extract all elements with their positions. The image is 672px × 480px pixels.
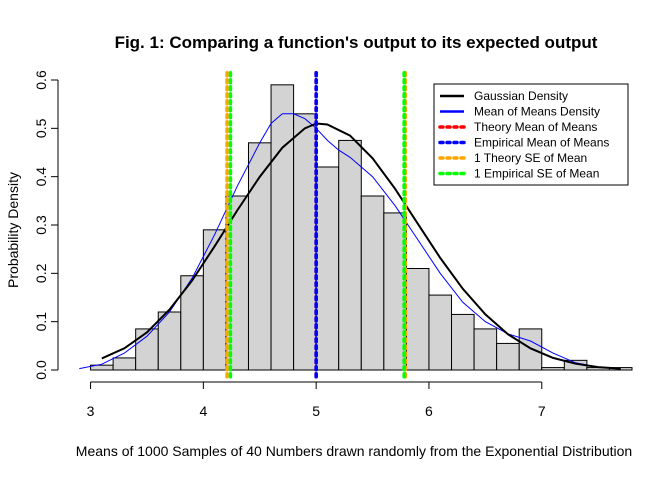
histogram-bar-17 [473,328,498,371]
gaussian-density-curve [101,122,621,370]
histogram-bar-11 [338,139,362,371]
histogram-bar-8 [270,84,295,371]
histogram-bar-12 [360,195,385,371]
histogram-bar-20 [541,367,565,371]
density-curves [79,113,621,370]
y-tick-label-1: 0.1 [33,312,49,332]
x-tick-label-0: 3 [87,403,95,419]
legend-label-1: Mean of Means Density [474,105,600,119]
legend-label-5: 1 Empirical SE of Mean [474,167,599,181]
x-tick-label-2: 5 [312,403,320,419]
y-tick-label-5: 0.5 [33,118,49,138]
histogram-bar-14 [405,268,430,371]
legend-box [433,83,629,186]
histogram-bar-16 [451,313,475,371]
x-tick-label-4: 7 [538,403,546,419]
legend-label-3: Empirical Mean of Means [474,136,609,150]
legend-label-4: 1 Theory SE of Mean [474,151,587,165]
histogram-bar-2 [135,328,159,371]
x-tick-label-3: 6 [425,403,433,419]
y-tick-label-2: 0.2 [33,263,49,283]
y-tick-label-3: 0.3 [33,215,49,235]
x-axis: 3 4 5 6 7 [87,381,546,419]
legend-label-0: Gaussian Density [474,89,568,103]
y-axis-label: Probability Density [5,172,21,288]
histogram-bar-10 [315,166,340,371]
x-tick-label-1: 4 [199,403,207,419]
x-axis-label: Means of 1000 Samples of 40 Numbers draw… [76,443,632,459]
histogram-bars [90,84,633,371]
histogram-bar-9 [293,113,317,371]
legend: Gaussian Density Mean of Means DensityThe… [433,83,629,186]
histogram-bar-1 [112,357,137,371]
histogram-bar-18 [496,342,520,371]
reference-lines [225,71,408,382]
histogram-bar-15 [428,294,453,371]
chart-title: Fig. 1: Comparing a function's output to… [115,33,598,52]
y-axis: 0.0 0.1 0.2 0.3 0.4 0.5 0.6 [33,70,59,380]
y-tick-label-6: 0.6 [33,70,49,90]
legend-label-2: Theory Mean of Means [474,120,597,134]
y-tick-label-0: 0.0 [33,360,49,380]
histogram-bar-19 [518,328,543,371]
y-tick-label-4: 0.4 [33,167,49,187]
